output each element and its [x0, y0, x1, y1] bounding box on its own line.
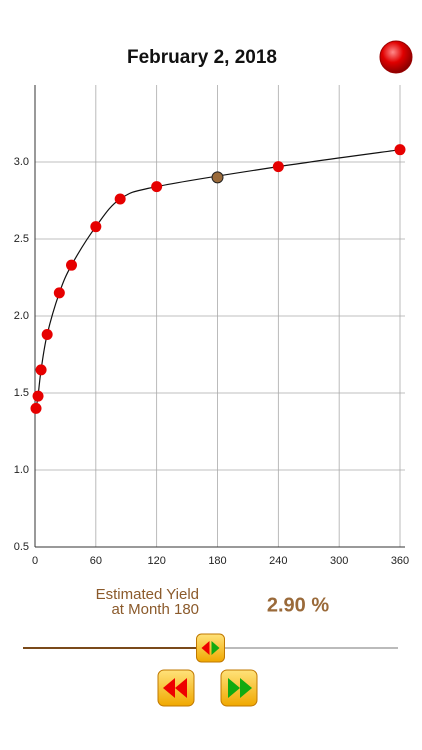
- x-tick-label: 0: [32, 555, 38, 567]
- step-back-button[interactable]: [157, 669, 195, 707]
- slider-thumb[interactable]: [196, 633, 225, 663]
- data-point: [272, 161, 284, 173]
- data-point: [32, 390, 44, 402]
- x-tick-label: 300: [330, 555, 348, 567]
- data-point: [35, 364, 47, 376]
- x-tick-label: 120: [147, 555, 165, 567]
- y-tick-label: 3.0: [14, 156, 29, 168]
- data-point: [66, 259, 77, 271]
- step-forward-button[interactable]: [220, 669, 258, 707]
- date-title: February 2, 2018: [127, 47, 277, 68]
- record-button[interactable]: [379, 40, 413, 74]
- estimate-label: Estimated Yield: [96, 586, 199, 603]
- x-tick-label: 60: [90, 555, 102, 567]
- data-point: [53, 287, 65, 299]
- data-point: [151, 181, 163, 193]
- estimate-value: 2.90 %: [267, 594, 329, 616]
- data-point: [41, 328, 53, 340]
- data-point: [30, 402, 42, 414]
- y-tick-label: 2.0: [14, 310, 29, 322]
- x-tick-label: 180: [208, 555, 226, 567]
- data-point: [394, 144, 406, 156]
- y-tick-label: 0.5: [14, 541, 29, 553]
- x-tick-label: 360: [391, 555, 409, 567]
- estimate-label: at Month 180: [111, 601, 199, 618]
- data-point: [90, 221, 102, 233]
- yield-curve: [35, 149, 401, 409]
- data-point: [114, 193, 126, 205]
- x-tick-label: 240: [269, 555, 287, 567]
- y-tick-label: 2.5: [14, 233, 29, 245]
- y-tick-label: 1.5: [14, 387, 29, 399]
- y-tick-label: 1.0: [14, 464, 29, 476]
- estimate-point: [211, 171, 224, 184]
